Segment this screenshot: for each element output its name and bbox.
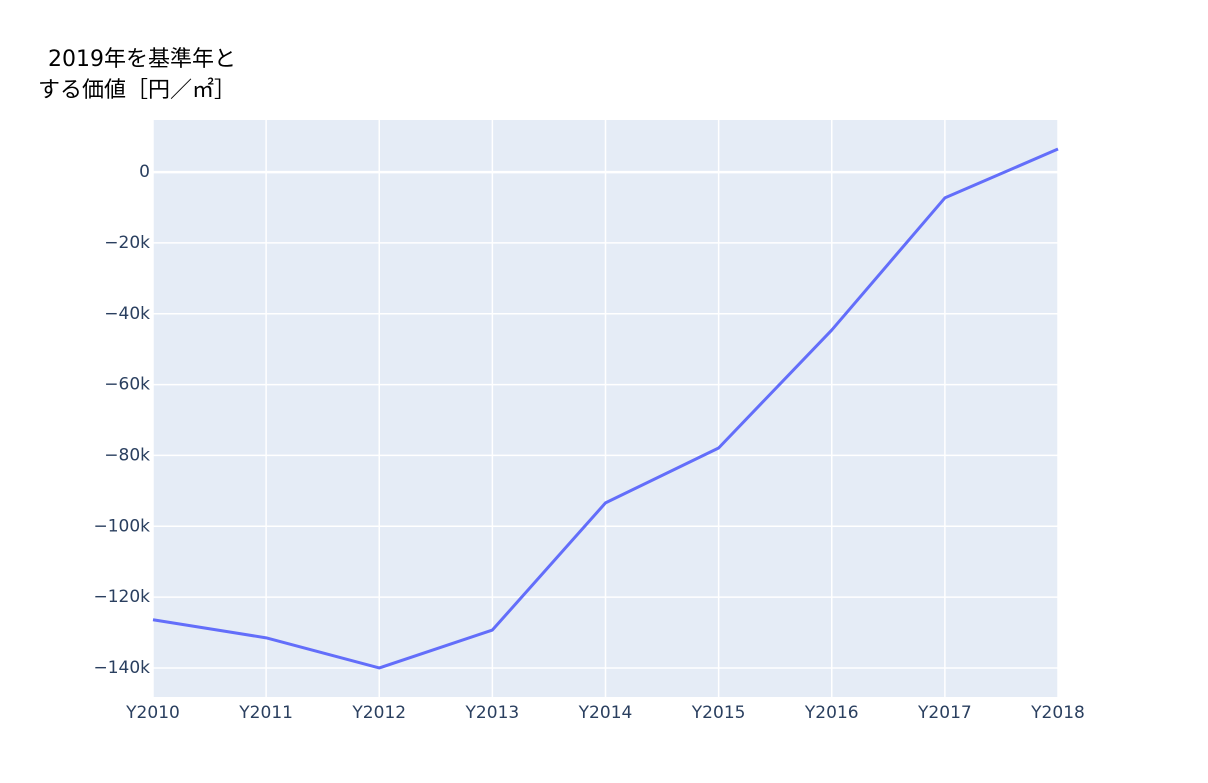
y-tick-label: −80k — [104, 445, 150, 465]
x-tick-label: Y2011 — [238, 703, 293, 723]
x-tick-label: Y2015 — [691, 703, 746, 723]
y-tick-label: −120k — [93, 587, 150, 607]
data-line — [152, 147, 1059, 670]
x-tick-label: Y2013 — [465, 703, 520, 723]
x-tick-label: Y2018 — [1030, 703, 1085, 723]
y-axis-title: 2019年を基準年と — [48, 47, 236, 72]
y-axis-title: する価値［円／㎡］ — [38, 77, 236, 103]
x-tick-label: Y2016 — [804, 703, 859, 723]
y-tick-label: −100k — [93, 516, 150, 536]
x-tick-label: Y2012 — [351, 703, 406, 723]
x-tick-label: Y2010 — [125, 703, 180, 723]
x-tick-label: Y2017 — [917, 703, 972, 723]
y-tick-label: 0 — [139, 162, 150, 182]
y-tick-label: −20k — [104, 233, 150, 253]
x-tick-label: Y2014 — [578, 703, 633, 723]
y-tick-label: −60k — [104, 375, 150, 395]
y-tick-label: −140k — [93, 658, 150, 678]
y-tick-label: −40k — [104, 304, 150, 324]
